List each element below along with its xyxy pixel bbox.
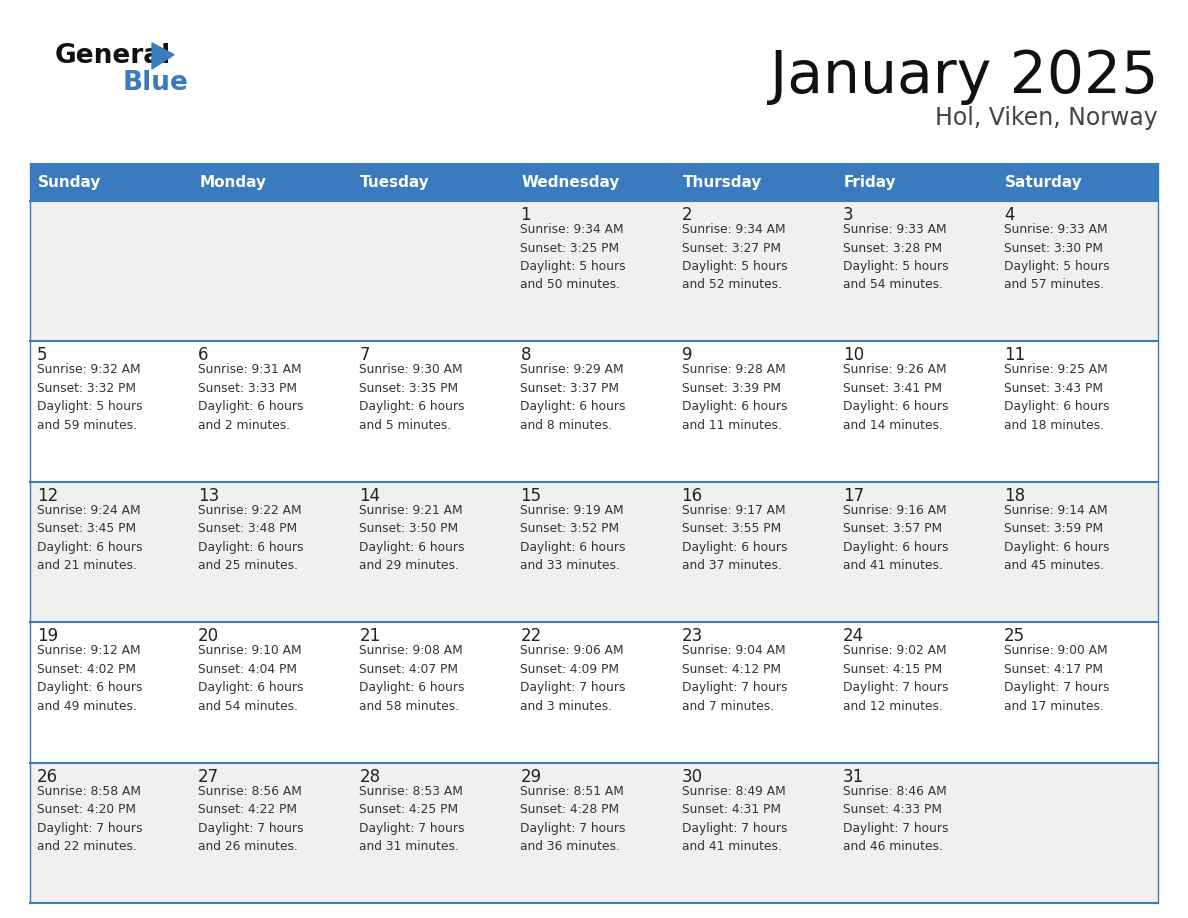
Text: Hol, Viken, Norway: Hol, Viken, Norway	[935, 106, 1158, 130]
Text: Friday: Friday	[843, 174, 896, 189]
Text: Sunrise: 9:24 AM
Sunset: 3:45 PM
Daylight: 6 hours
and 21 minutes.: Sunrise: 9:24 AM Sunset: 3:45 PM Dayligh…	[37, 504, 143, 572]
Bar	[675, 163, 835, 201]
Text: 9: 9	[682, 346, 693, 364]
Bar	[191, 163, 353, 201]
Text: Thursday: Thursday	[683, 174, 762, 189]
Text: Monday: Monday	[200, 174, 266, 189]
Text: Sunrise: 9:14 AM
Sunset: 3:59 PM
Daylight: 6 hours
and 45 minutes.: Sunrise: 9:14 AM Sunset: 3:59 PM Dayligh…	[1004, 504, 1110, 572]
Text: Sunrise: 9:02 AM
Sunset: 4:15 PM
Daylight: 7 hours
and 12 minutes.: Sunrise: 9:02 AM Sunset: 4:15 PM Dayligh…	[842, 644, 948, 712]
Text: Sunrise: 8:51 AM
Sunset: 4:28 PM
Daylight: 7 hours
and 36 minutes.: Sunrise: 8:51 AM Sunset: 4:28 PM Dayligh…	[520, 785, 626, 853]
Text: Sunrise: 9:17 AM
Sunset: 3:55 PM
Daylight: 6 hours
and 37 minutes.: Sunrise: 9:17 AM Sunset: 3:55 PM Dayligh…	[682, 504, 788, 572]
Text: Sunrise: 9:00 AM
Sunset: 4:17 PM
Daylight: 7 hours
and 17 minutes.: Sunrise: 9:00 AM Sunset: 4:17 PM Dayligh…	[1004, 644, 1110, 712]
Text: 4: 4	[1004, 206, 1015, 224]
Text: Sunrise: 9:21 AM
Sunset: 3:50 PM
Daylight: 6 hours
and 29 minutes.: Sunrise: 9:21 AM Sunset: 3:50 PM Dayligh…	[359, 504, 465, 572]
Text: Sunrise: 9:34 AM
Sunset: 3:27 PM
Daylight: 5 hours
and 52 minutes.: Sunrise: 9:34 AM Sunset: 3:27 PM Dayligh…	[682, 223, 788, 292]
Text: Sunrise: 9:12 AM
Sunset: 4:02 PM
Daylight: 6 hours
and 49 minutes.: Sunrise: 9:12 AM Sunset: 4:02 PM Dayligh…	[37, 644, 143, 712]
Bar	[30, 341, 1158, 482]
Text: Sunrise: 9:10 AM
Sunset: 4:04 PM
Daylight: 6 hours
and 54 minutes.: Sunrise: 9:10 AM Sunset: 4:04 PM Dayligh…	[198, 644, 304, 712]
Text: 7: 7	[359, 346, 369, 364]
Text: Sunrise: 8:53 AM
Sunset: 4:25 PM
Daylight: 7 hours
and 31 minutes.: Sunrise: 8:53 AM Sunset: 4:25 PM Dayligh…	[359, 785, 465, 853]
Text: Sunrise: 8:56 AM
Sunset: 4:22 PM
Daylight: 7 hours
and 26 minutes.: Sunrise: 8:56 AM Sunset: 4:22 PM Dayligh…	[198, 785, 304, 853]
Text: 17: 17	[842, 487, 864, 505]
Text: Blue: Blue	[124, 70, 189, 96]
Text: Sunrise: 9:29 AM
Sunset: 3:37 PM
Daylight: 6 hours
and 8 minutes.: Sunrise: 9:29 AM Sunset: 3:37 PM Dayligh…	[520, 364, 626, 431]
Text: Sunrise: 9:04 AM
Sunset: 4:12 PM
Daylight: 7 hours
and 7 minutes.: Sunrise: 9:04 AM Sunset: 4:12 PM Dayligh…	[682, 644, 788, 712]
Bar	[353, 163, 513, 201]
Text: Saturday: Saturday	[1005, 174, 1082, 189]
Text: 5: 5	[37, 346, 48, 364]
Text: 19: 19	[37, 627, 58, 645]
Text: Sunrise: 9:31 AM
Sunset: 3:33 PM
Daylight: 6 hours
and 2 minutes.: Sunrise: 9:31 AM Sunset: 3:33 PM Dayligh…	[198, 364, 304, 431]
Text: 1: 1	[520, 206, 531, 224]
Text: Sunrise: 9:28 AM
Sunset: 3:39 PM
Daylight: 6 hours
and 11 minutes.: Sunrise: 9:28 AM Sunset: 3:39 PM Dayligh…	[682, 364, 788, 431]
Text: 16: 16	[682, 487, 702, 505]
Polygon shape	[152, 43, 173, 69]
Text: Tuesday: Tuesday	[360, 174, 430, 189]
Text: Sunrise: 9:25 AM
Sunset: 3:43 PM
Daylight: 6 hours
and 18 minutes.: Sunrise: 9:25 AM Sunset: 3:43 PM Dayligh…	[1004, 364, 1110, 431]
Text: 23: 23	[682, 627, 703, 645]
Text: General: General	[55, 43, 171, 69]
Text: Sunrise: 9:33 AM
Sunset: 3:28 PM
Daylight: 5 hours
and 54 minutes.: Sunrise: 9:33 AM Sunset: 3:28 PM Dayligh…	[842, 223, 948, 292]
Text: Sunrise: 9:30 AM
Sunset: 3:35 PM
Daylight: 6 hours
and 5 minutes.: Sunrise: 9:30 AM Sunset: 3:35 PM Dayligh…	[359, 364, 465, 431]
Bar	[997, 163, 1158, 201]
Text: Sunrise: 9:16 AM
Sunset: 3:57 PM
Daylight: 6 hours
and 41 minutes.: Sunrise: 9:16 AM Sunset: 3:57 PM Dayligh…	[842, 504, 948, 572]
Text: 22: 22	[520, 627, 542, 645]
Text: 2: 2	[682, 206, 693, 224]
Text: 6: 6	[198, 346, 209, 364]
Text: 13: 13	[198, 487, 220, 505]
Text: Sunrise: 9:06 AM
Sunset: 4:09 PM
Daylight: 7 hours
and 3 minutes.: Sunrise: 9:06 AM Sunset: 4:09 PM Dayligh…	[520, 644, 626, 712]
Text: Sunrise: 8:46 AM
Sunset: 4:33 PM
Daylight: 7 hours
and 46 minutes.: Sunrise: 8:46 AM Sunset: 4:33 PM Dayligh…	[842, 785, 948, 853]
Text: Wednesday: Wednesday	[522, 174, 620, 189]
Text: 12: 12	[37, 487, 58, 505]
Text: 3: 3	[842, 206, 853, 224]
Text: 31: 31	[842, 767, 864, 786]
Text: 26: 26	[37, 767, 58, 786]
Text: Sunrise: 9:32 AM
Sunset: 3:32 PM
Daylight: 5 hours
and 59 minutes.: Sunrise: 9:32 AM Sunset: 3:32 PM Dayligh…	[37, 364, 143, 431]
Text: Sunrise: 8:49 AM
Sunset: 4:31 PM
Daylight: 7 hours
and 41 minutes.: Sunrise: 8:49 AM Sunset: 4:31 PM Dayligh…	[682, 785, 788, 853]
Text: Sunrise: 9:22 AM
Sunset: 3:48 PM
Daylight: 6 hours
and 25 minutes.: Sunrise: 9:22 AM Sunset: 3:48 PM Dayligh…	[198, 504, 304, 572]
Text: Sunrise: 9:33 AM
Sunset: 3:30 PM
Daylight: 5 hours
and 57 minutes.: Sunrise: 9:33 AM Sunset: 3:30 PM Dayligh…	[1004, 223, 1110, 292]
Text: 28: 28	[359, 767, 380, 786]
Bar	[835, 163, 997, 201]
Text: 27: 27	[198, 767, 220, 786]
Bar	[30, 201, 1158, 341]
Bar	[30, 622, 1158, 763]
Text: 15: 15	[520, 487, 542, 505]
Bar	[30, 763, 1158, 903]
Bar	[513, 163, 675, 201]
Text: 18: 18	[1004, 487, 1025, 505]
Text: 14: 14	[359, 487, 380, 505]
Text: Sunrise: 9:26 AM
Sunset: 3:41 PM
Daylight: 6 hours
and 14 minutes.: Sunrise: 9:26 AM Sunset: 3:41 PM Dayligh…	[842, 364, 948, 431]
Text: Sunrise: 8:58 AM
Sunset: 4:20 PM
Daylight: 7 hours
and 22 minutes.: Sunrise: 8:58 AM Sunset: 4:20 PM Dayligh…	[37, 785, 143, 853]
Text: 8: 8	[520, 346, 531, 364]
Text: 20: 20	[198, 627, 220, 645]
Text: 30: 30	[682, 767, 702, 786]
Text: 25: 25	[1004, 627, 1025, 645]
Text: 21: 21	[359, 627, 380, 645]
Bar	[30, 163, 191, 201]
Text: Sunrise: 9:34 AM
Sunset: 3:25 PM
Daylight: 5 hours
and 50 minutes.: Sunrise: 9:34 AM Sunset: 3:25 PM Dayligh…	[520, 223, 626, 292]
Text: 11: 11	[1004, 346, 1025, 364]
Text: 29: 29	[520, 767, 542, 786]
Text: 24: 24	[842, 627, 864, 645]
Text: Sunrise: 9:08 AM
Sunset: 4:07 PM
Daylight: 6 hours
and 58 minutes.: Sunrise: 9:08 AM Sunset: 4:07 PM Dayligh…	[359, 644, 465, 712]
Text: Sunrise: 9:19 AM
Sunset: 3:52 PM
Daylight: 6 hours
and 33 minutes.: Sunrise: 9:19 AM Sunset: 3:52 PM Dayligh…	[520, 504, 626, 572]
Bar	[30, 482, 1158, 622]
Text: 10: 10	[842, 346, 864, 364]
Text: January 2025: January 2025	[770, 48, 1158, 105]
Text: Sunday: Sunday	[38, 174, 101, 189]
